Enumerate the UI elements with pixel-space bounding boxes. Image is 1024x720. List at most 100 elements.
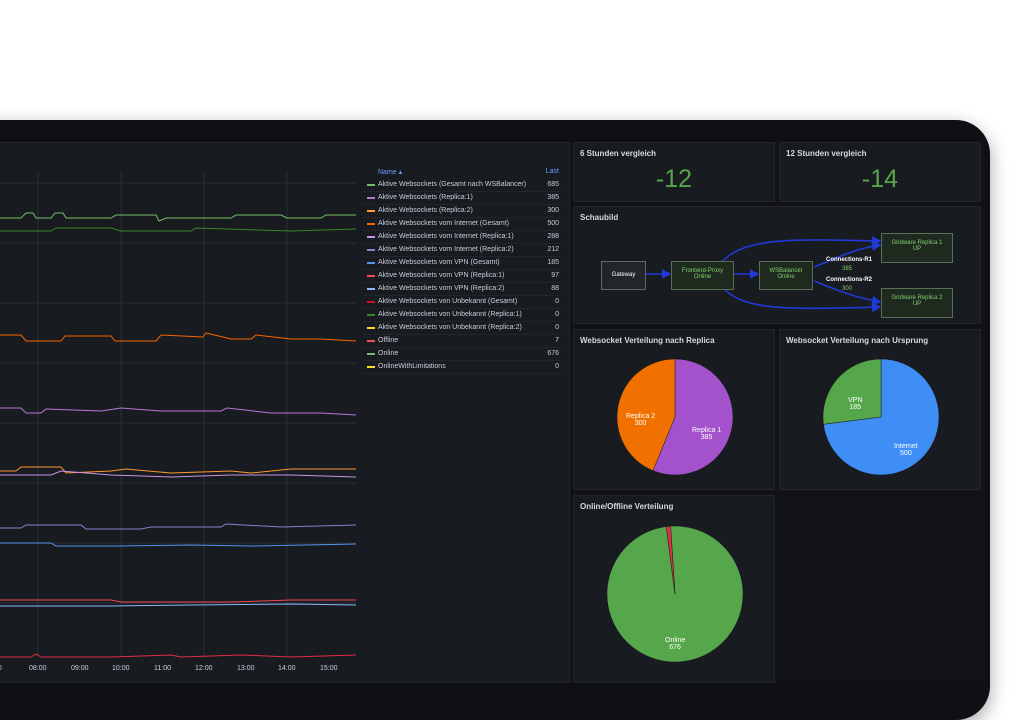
node-frontend-proxy[interactable]: Frontend-Proxy Online xyxy=(671,261,734,290)
legend-row[interactable]: Aktive Websockets vom Internet (Gesamt) 5… xyxy=(363,218,563,231)
node-gateway[interactable]: Gateway xyxy=(601,261,646,290)
x-tick-7: 14:00 xyxy=(278,665,296,672)
legend-swatch xyxy=(367,210,375,212)
slice-name: Replica 2 xyxy=(626,413,656,420)
legend-swatch xyxy=(367,249,375,251)
legend-header-name[interactable]: Name ▴ xyxy=(378,169,403,176)
legend-row[interactable]: Aktive Websockets (Replica:2) 300 xyxy=(363,205,563,218)
stat-value: -12 xyxy=(655,165,693,193)
schaubild-panel: Schaubild Gateway Frontend-Proxy Online xyxy=(573,206,981,324)
panel-title: 6 Stunden vergleich xyxy=(580,149,657,158)
node-replica-1[interactable]: Gridware Replica 1 UP xyxy=(881,233,953,263)
legend-name: Online xyxy=(378,350,399,357)
legend-swatch xyxy=(367,184,375,186)
legend-row[interactable]: Aktive Websockets vom VPN (Gesamt) 185 xyxy=(363,257,563,270)
legend-row[interactable]: Aktive Websockets vom Internet (Replica:… xyxy=(363,244,563,257)
pie-slice[interactable] xyxy=(822,358,882,425)
legend-row[interactable]: OnlineWithLimitations 0 xyxy=(363,361,563,374)
legend-name: Aktive Websockets (Replica:2) xyxy=(378,207,473,214)
legend-row[interactable]: Aktive Websockets von Unbekannt (Replica… xyxy=(363,322,563,335)
series-line-internet-r1 xyxy=(0,470,357,478)
legend-header-last[interactable]: Last xyxy=(545,168,559,175)
series-line-gesamt xyxy=(0,212,356,222)
legend-name: Aktive Websockets von Unbekannt (Gesamt) xyxy=(378,298,518,305)
node-replica-2[interactable]: Gridware Replica 2 UP xyxy=(881,288,953,318)
legend-row[interactable]: Aktive Websockets von Unbekannt (Replica… xyxy=(363,309,563,322)
legend-row[interactable]: Online 676 xyxy=(363,348,563,361)
pie-panel-replica: Websocket Verteilung nach Replica Replic… xyxy=(573,329,775,490)
conn1-label: Connections-R1 xyxy=(826,257,873,263)
panel-title: Websocket Verteilung nach Replica xyxy=(580,336,715,345)
legend-value: 385 xyxy=(547,194,559,201)
x-tick-4: 11:00 xyxy=(154,665,171,672)
node-status: UP xyxy=(912,246,922,252)
stat-panel-12h: 12 Stunden vergleich -14 xyxy=(779,142,981,202)
legend-name: Aktive Websockets vom Internet (Replica:… xyxy=(378,246,514,253)
legend-name: Aktive Websockets von Unbekannt (Replica… xyxy=(378,311,522,318)
pie-label-vpn: VPN 185 xyxy=(848,397,862,411)
legend-name: Aktive Websockets von Unbekannt (Replica… xyxy=(378,324,522,331)
legend-name: Aktive Websockets (Replica:1) xyxy=(378,194,473,201)
legend-swatch xyxy=(367,262,375,264)
legend-swatch xyxy=(367,275,375,277)
timeseries-chart xyxy=(0,173,357,658)
legend-row[interactable]: Aktive Websockets vom VPN (Replica:1) 97 xyxy=(363,270,563,283)
slice-name: VPN xyxy=(848,397,863,404)
series-line-internet-r2 xyxy=(0,523,357,530)
legend-value: 676 xyxy=(547,350,559,357)
legend-row[interactable]: Aktive Websockets von Unbekannt (Gesamt)… xyxy=(363,296,563,309)
pie-label-replica2: Replica 2 300 xyxy=(626,413,655,427)
pie-chart-replica xyxy=(616,358,734,476)
node-wsbalancer[interactable]: WSBalancer Online xyxy=(759,261,813,290)
legend-row[interactable]: Aktive Websockets vom Internet (Replica:… xyxy=(363,231,563,244)
slice-value: 185 xyxy=(849,404,862,411)
legend-value: 0 xyxy=(555,311,559,318)
legend-name: Aktive Websockets vom VPN (Replica:1) xyxy=(378,272,505,279)
legend-swatch xyxy=(367,340,375,342)
pie-label-replica1: Replica 1 385 xyxy=(692,427,721,441)
node-status: Online xyxy=(777,274,795,280)
series-line-internet xyxy=(0,332,357,342)
legend-value: 0 xyxy=(555,363,559,370)
x-tick-1: 08:00 xyxy=(29,665,47,672)
legend-value: 0 xyxy=(555,324,559,331)
conn2-label: Connections-R2 xyxy=(826,277,873,283)
legend-value: 300 xyxy=(547,207,559,214)
slice-name: Internet xyxy=(894,443,918,450)
pie-slice[interactable] xyxy=(652,358,734,476)
pie-chart-ursprung xyxy=(822,358,940,476)
legend-name: Aktive Websockets vom Internet (Gesamt) xyxy=(378,220,509,227)
legend-name: Aktive Websockets (Gesamt nach WSBalance… xyxy=(378,181,527,188)
legend-value: 212 xyxy=(547,246,559,253)
legend-row[interactable]: Aktive Websockets (Gesamt nach WSBalance… xyxy=(363,179,563,192)
grid-lines xyxy=(0,173,356,658)
pie-label-online: Online 676 xyxy=(665,637,685,651)
legend-value: 685 xyxy=(547,181,559,188)
slice-value: 500 xyxy=(900,450,912,457)
dashboard-screen: 00 08:00 09:00 10:00 11:00 12:00 13:00 1… xyxy=(0,142,985,683)
legend-swatch xyxy=(367,223,375,225)
timeseries-panel: 00 08:00 09:00 10:00 11:00 12:00 13:00 1… xyxy=(0,142,570,683)
legend-row[interactable]: Aktive Websockets vom VPN (Replica:2) 88 xyxy=(363,283,563,296)
x-tick-2: 09:00 xyxy=(71,665,89,672)
series-line-replica1 xyxy=(0,407,357,416)
pie-label-internet: Internet 500 xyxy=(894,443,918,457)
legend-name: OnlineWithLimitations xyxy=(378,363,446,370)
node-label: Gridware Replica 1 xyxy=(891,240,943,246)
x-tick-6: 13:00 xyxy=(237,665,255,672)
series-line-replica2 xyxy=(0,466,356,474)
legend-row[interactable]: Offline 7 xyxy=(363,335,563,348)
legend-header: Name ▴ Last xyxy=(363,166,563,179)
series-line-offline xyxy=(0,653,357,658)
pie-slice[interactable] xyxy=(606,525,744,663)
legend-row[interactable]: Aktive Websockets (Replica:1) 385 xyxy=(363,192,563,205)
legend-name: Aktive Websockets vom Internet (Replica:… xyxy=(378,233,514,240)
legend-value: 288 xyxy=(547,233,559,240)
x-tick-8: 15:00 xyxy=(320,665,338,672)
pie-chart-online xyxy=(606,525,744,663)
panel-title: 12 Stunden vergleich xyxy=(786,149,867,158)
x-tick-0: 00 xyxy=(0,665,2,672)
pie-slice[interactable] xyxy=(665,525,676,595)
pie-slice[interactable] xyxy=(616,358,676,471)
legend-swatch xyxy=(367,366,375,368)
